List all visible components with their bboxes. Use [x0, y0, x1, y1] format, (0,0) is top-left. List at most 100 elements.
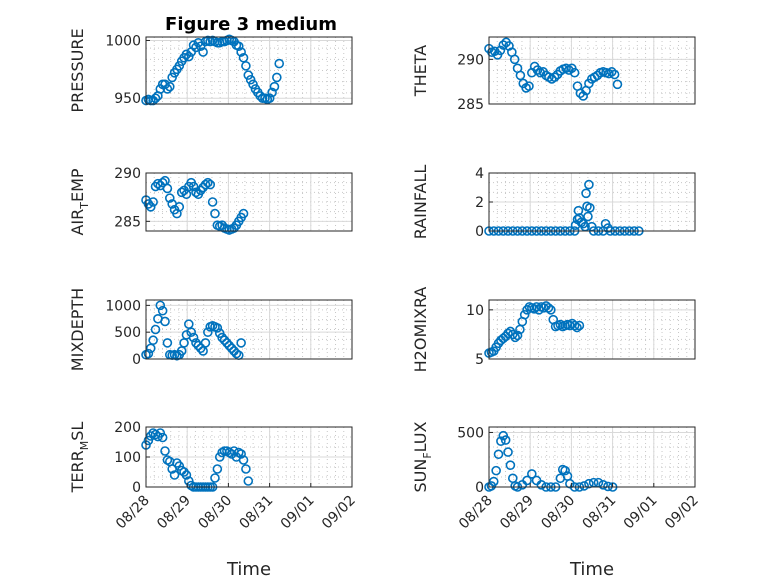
data-point [200, 338, 211, 348]
data-point [224, 340, 235, 351]
data-point [150, 324, 161, 335]
data-point [186, 327, 196, 337]
data-point [236, 449, 246, 459]
data-point [184, 51, 194, 62]
y-tick-label: 10 [466, 303, 484, 319]
y-tick-label: 290 [457, 52, 484, 68]
x-axis-label: Time [569, 559, 614, 580]
data-point [574, 320, 585, 331]
data-point [222, 338, 232, 348]
data-point [572, 322, 582, 333]
y-tick-label: 1000 [105, 33, 141, 49]
data-point [150, 181, 161, 192]
data-point [174, 202, 185, 212]
data-point [546, 305, 556, 315]
subplot-mixdepth: 0 500 1000 MIXDEPTH [68, 288, 353, 371]
data-point [519, 309, 530, 320]
y-tick-label: 2 [475, 195, 484, 211]
data-point [169, 470, 180, 480]
data-point [498, 333, 509, 344]
data-point [498, 40, 509, 50]
data-point [160, 79, 170, 90]
axes-box [488, 299, 696, 360]
data-point [160, 175, 170, 186]
data-point [527, 469, 537, 479]
y-tick-label: 100 [114, 450, 141, 466]
data-point [584, 179, 594, 190]
data-point [238, 208, 249, 219]
data-point [236, 338, 246, 348]
data-point [274, 58, 285, 69]
x-tick-label: 08/30 [195, 493, 235, 533]
data-point [143, 199, 154, 209]
data-point [191, 338, 201, 348]
data-point [493, 449, 504, 460]
data-point [160, 446, 170, 456]
data-point [181, 49, 192, 60]
data-point [157, 177, 168, 188]
x-tick-label: 08/28 [113, 493, 153, 533]
data-point [515, 70, 526, 81]
data-point [145, 202, 156, 212]
data-point [162, 84, 173, 94]
x-tick-label: 08/31 [237, 493, 277, 533]
data-point [191, 42, 201, 53]
data-point [581, 188, 591, 199]
data-point [509, 54, 520, 65]
data-point [569, 320, 580, 331]
data-point [148, 197, 158, 207]
data-point [203, 327, 213, 337]
x-tick-label: 08/29 [497, 493, 537, 533]
y-axis-label: SUNFLUX [411, 421, 434, 492]
data-point [148, 335, 158, 346]
data-point [164, 81, 175, 92]
axes-box [145, 172, 353, 232]
data-point [207, 197, 218, 207]
y-tick-label: 0 [132, 480, 141, 496]
data-point [560, 465, 570, 476]
data-point [212, 323, 223, 333]
data-point [500, 435, 511, 445]
y-tick-label: 0 [475, 480, 484, 496]
data-point [549, 72, 560, 82]
data-point [510, 332, 520, 343]
y-tick-label: 200 [114, 420, 141, 436]
data-point [503, 447, 513, 457]
data-point [532, 65, 543, 75]
data-point [212, 464, 223, 474]
data-point [157, 305, 168, 316]
data-point [181, 470, 192, 480]
data-point [606, 67, 617, 77]
data-point [162, 338, 173, 348]
data-point [195, 343, 206, 354]
axes-box [145, 299, 353, 360]
y-tick-label: 500 [457, 425, 484, 441]
data-point [569, 67, 580, 78]
data-point [143, 348, 154, 359]
data-point [524, 81, 534, 91]
data-point [241, 464, 251, 474]
data-point [603, 481, 613, 492]
data-point [598, 480, 608, 490]
x-tick-label: 09/02 [319, 493, 359, 533]
y-axis-label: MIXDEPTH [68, 288, 87, 371]
y-tick-label: 4 [475, 166, 484, 182]
data-point [491, 465, 501, 476]
data-point [248, 79, 258, 90]
data-point [210, 473, 220, 483]
y-tick-label: 1000 [105, 298, 141, 314]
data-point [176, 187, 187, 198]
data-point [578, 91, 588, 101]
axes-box [488, 36, 696, 105]
data-point [210, 208, 220, 219]
data-point [229, 223, 239, 233]
data-point [241, 61, 251, 71]
data-point [584, 478, 594, 489]
data-point [267, 87, 277, 98]
y-axis-label: TERRMSL [68, 422, 91, 494]
data-point [522, 475, 532, 486]
data-point [160, 316, 170, 327]
x-tick-label: 09/02 [662, 493, 702, 533]
data-point [191, 187, 201, 198]
